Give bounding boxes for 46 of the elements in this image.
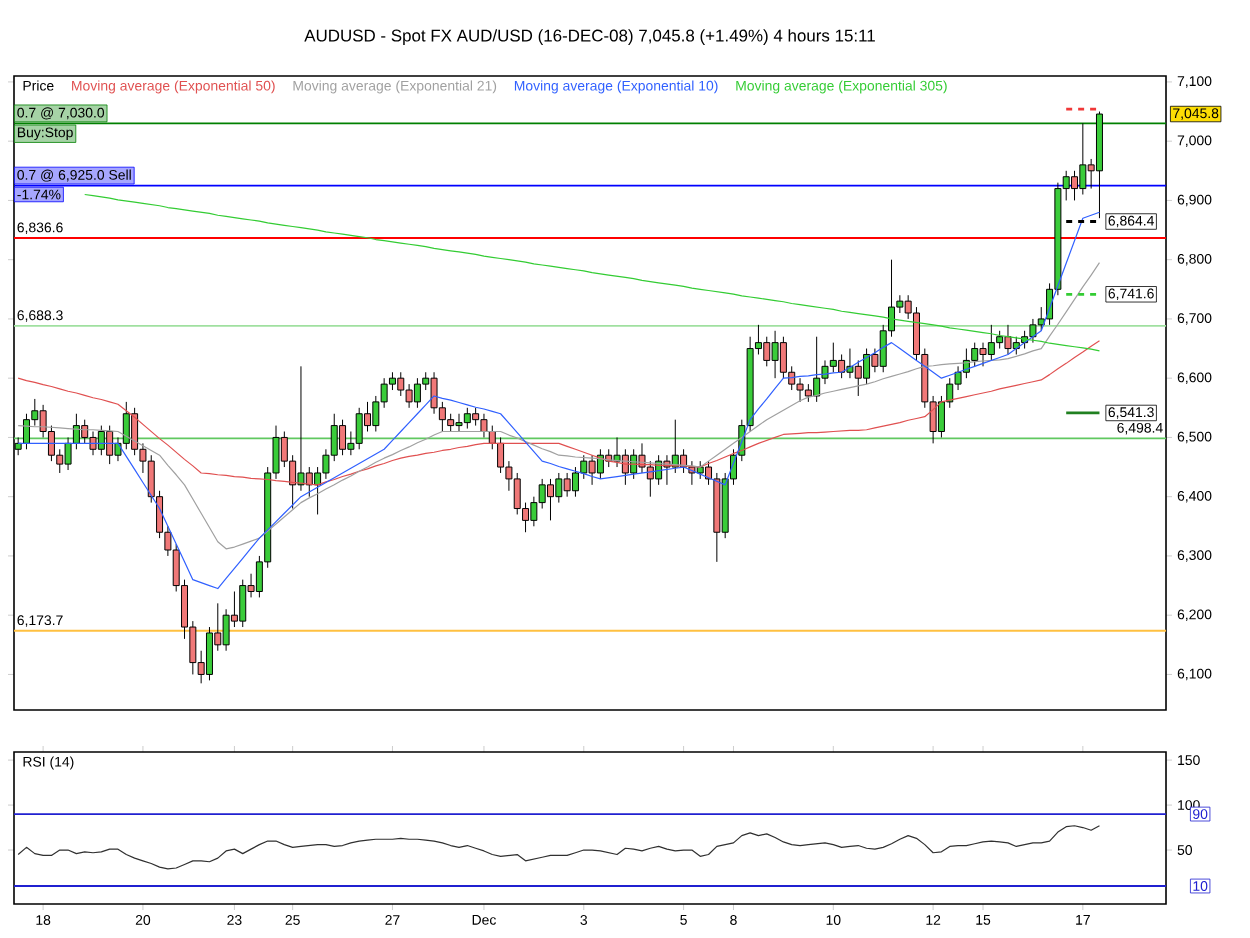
chart-title: AUDUSD - Spot FX AUD/USD (16-DEC-08) 7,045.8 (+1.49%) 4 hours 15:11 [304,29,875,45]
candlestick [405,383,413,409]
candlestick [497,436,505,474]
candlestick [563,472,571,498]
candlestick [646,460,654,498]
candlestick [571,466,579,498]
candlestick [596,448,604,480]
candlestick [205,626,213,681]
candlestick [1004,324,1012,355]
candlestick [854,359,862,397]
candlestick [355,407,363,450]
candlestick [771,330,779,379]
candlestick [64,436,72,471]
candlestick [339,419,347,456]
candlestick [239,579,247,628]
candlestick [796,377,804,403]
candlestick [397,371,405,397]
candlestick [1071,170,1079,201]
candlestick [1079,122,1087,195]
candlestick [122,401,130,450]
candlestick [97,425,105,456]
candlestick [979,342,987,367]
candlestick [430,371,438,415]
candlestick [863,348,871,385]
candlestick [971,342,979,367]
candlestick [613,436,621,468]
candlestick [555,472,563,504]
candlestick [413,377,421,409]
candlestick [763,336,771,367]
candlestick [513,472,521,515]
candlestick [588,454,596,486]
candlestick [463,407,471,430]
candlestick [22,413,30,450]
candlestick [813,336,821,403]
candlestick [455,413,463,433]
candlestick [547,478,554,521]
candlestick [297,365,305,492]
candlestick [106,425,114,465]
candlestick [1029,318,1037,344]
candlestick [305,466,313,498]
candlestick [222,608,230,652]
candlestick [779,336,787,379]
candlestick [480,413,488,438]
candlestick [829,342,837,373]
candlestick [838,353,846,379]
candlestick [81,419,89,444]
